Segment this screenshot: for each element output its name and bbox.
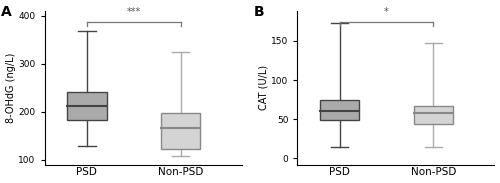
- Bar: [161, 113, 200, 149]
- Text: ***: ***: [126, 7, 141, 17]
- Bar: [320, 100, 360, 120]
- Y-axis label: CAT (U/L): CAT (U/L): [258, 65, 268, 111]
- Bar: [67, 92, 106, 120]
- Y-axis label: 8-OHdG (ng/L): 8-OHdG (ng/L): [6, 53, 16, 123]
- Text: A: A: [2, 5, 12, 19]
- Text: B: B: [254, 5, 264, 19]
- Text: *: *: [384, 7, 389, 17]
- Bar: [414, 106, 453, 124]
